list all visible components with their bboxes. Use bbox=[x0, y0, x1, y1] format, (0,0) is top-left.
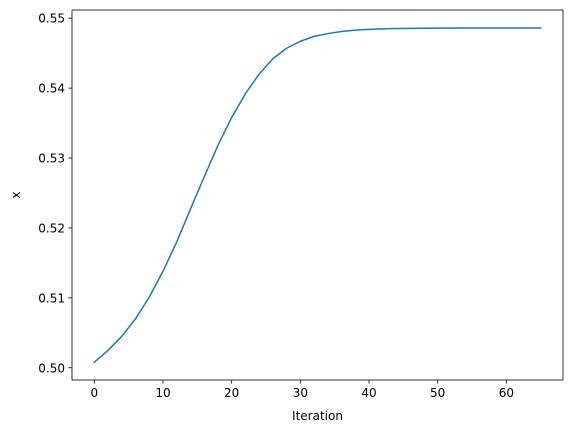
x-axis: 0 10 20 30 40 50 60 bbox=[90, 380, 514, 400]
x-tick-label: 50 bbox=[430, 386, 445, 400]
x-tick-label: 10 bbox=[155, 386, 170, 400]
axes-frame bbox=[71, 9, 564, 381]
y-tick-label: 0.55 bbox=[38, 12, 65, 26]
x-tick-label: 60 bbox=[499, 386, 514, 400]
x-axis-label: Iteration bbox=[292, 409, 343, 423]
y-tick-label: 0.51 bbox=[38, 291, 65, 305]
x-tick-label: 40 bbox=[361, 386, 376, 400]
y-tick-label: 0.50 bbox=[38, 361, 65, 375]
y-tick-label: 0.52 bbox=[38, 221, 65, 235]
y-axis-label: x bbox=[9, 191, 23, 198]
y-tick-label: 0.54 bbox=[38, 82, 65, 96]
y-axis: 0.50 0.51 0.52 0.53 0.54 0.55 bbox=[38, 12, 72, 375]
x-tick-label: 30 bbox=[293, 386, 308, 400]
x-tick-label: 0 bbox=[90, 386, 98, 400]
x-tick-label: 20 bbox=[224, 386, 239, 400]
plot-area bbox=[71, 9, 564, 381]
series-line-1 bbox=[93, 27, 542, 364]
y-tick-label: 0.53 bbox=[38, 152, 65, 166]
